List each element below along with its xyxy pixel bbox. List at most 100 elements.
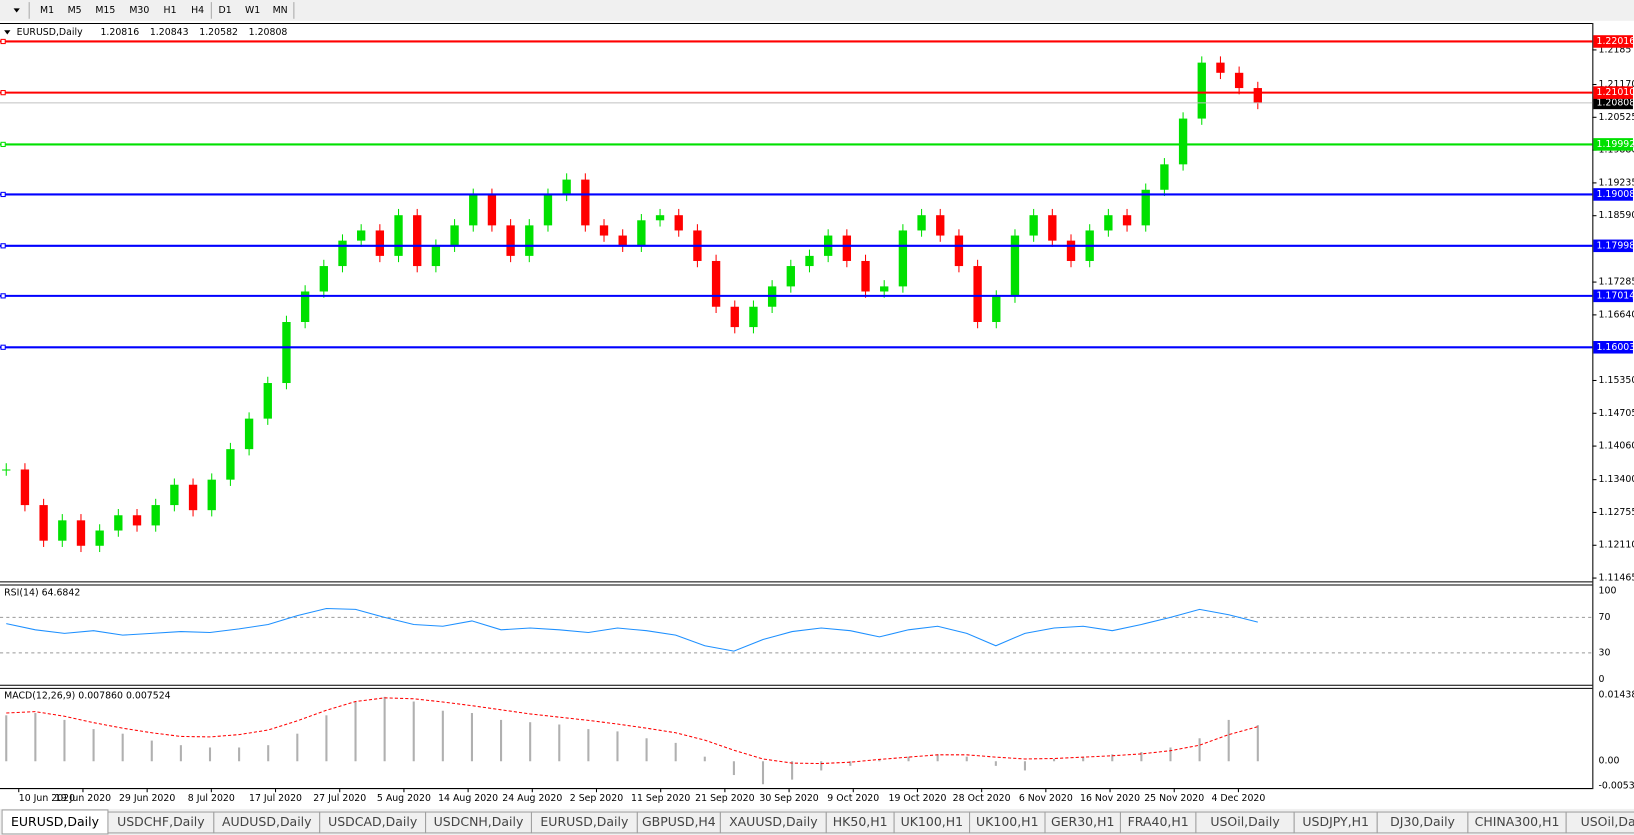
candle — [581, 179, 590, 226]
level-label: 1.17998 — [1596, 240, 1634, 251]
timeframe-button[interactable]: D1 — [219, 5, 232, 16]
candle — [1178, 118, 1188, 165]
chart-window — [0, 20, 1634, 809]
x-tick-label: 19 Oct 2020 — [888, 793, 946, 804]
tab-label[interactable]: EURUSD,Daily — [540, 814, 629, 829]
tab[interactable]: HK50,H1 — [825, 811, 895, 834]
tab-label[interactable]: USOil,Daily — [1210, 814, 1280, 829]
timeframe-button[interactable]: M15 — [95, 5, 115, 16]
timeframe-button[interactable]: M1 — [40, 5, 54, 16]
timeframe-button[interactable]: H4 — [191, 5, 204, 16]
timeframe-button[interactable]: M5 — [68, 5, 82, 16]
tab-label[interactable]: CHINA300,H1 — [1475, 814, 1560, 829]
candle — [431, 245, 441, 267]
level-handle[interactable] — [0, 293, 6, 299]
tab[interactable]: GER30,H1 — [1044, 811, 1121, 834]
candle — [618, 235, 627, 246]
level-handle[interactable] — [0, 38, 6, 45]
timeframe-button[interactable]: M30 — [129, 5, 149, 16]
candle — [76, 520, 86, 546]
y-tick-label: 1.16640 — [1599, 309, 1634, 320]
candle — [207, 479, 216, 511]
collapse-icon[interactable] — [4, 30, 11, 35]
x-tick-label: 9 Oct 2020 — [827, 793, 879, 804]
level-label: 1.19992 — [1596, 139, 1634, 150]
level-label: 1.21010 — [1596, 87, 1634, 98]
x-tick-label: 16 Nov 2020 — [1080, 793, 1140, 804]
candle — [375, 230, 385, 256]
level-handle[interactable] — [0, 141, 6, 148]
timeframe-button[interactable]: W1 — [245, 5, 260, 16]
tab[interactable]: USDCAD,Daily — [319, 811, 427, 834]
candle — [730, 306, 739, 328]
candle — [413, 215, 422, 267]
level-handle[interactable] — [0, 90, 6, 96]
tab[interactable]: USDCNH,Daily — [425, 811, 532, 834]
tab[interactable]: UK100,H1 — [969, 811, 1046, 834]
rsi-tick-label: 70 — [1599, 612, 1611, 623]
tab-label[interactable]: EURUSD,Daily — [11, 814, 100, 829]
y-tick-label: 1.2185 — [1599, 44, 1632, 55]
y-tick-label: 1.13400 — [1599, 474, 1634, 485]
y-tick-label: 1.14060 — [1599, 441, 1634, 452]
candle — [114, 515, 123, 531]
candle — [880, 286, 889, 292]
tab-label[interactable]: USOil,Daily — [1581, 814, 1634, 829]
tab-label[interactable]: USDCAD,Daily — [328, 814, 418, 829]
tab-label[interactable]: XAUUSD,Daily — [729, 814, 818, 829]
candle — [170, 484, 179, 506]
tab-label[interactable]: FRA40,H1 — [1128, 814, 1189, 829]
level-handle[interactable] — [0, 243, 6, 249]
x-tick-label: 10 Jun 2020 — [19, 793, 75, 804]
tab[interactable]: DJ30,Daily — [1376, 811, 1469, 834]
candle — [151, 505, 160, 526]
candle — [861, 260, 870, 292]
tab[interactable]: USDJPY,H1 — [1293, 811, 1378, 834]
candle — [1010, 235, 1020, 297]
tab[interactable]: FRA40,H1 — [1119, 811, 1197, 834]
tab-label[interactable]: UK100,H1 — [976, 814, 1038, 829]
rsi-tick-label: 0 — [1599, 674, 1605, 685]
level-handle[interactable] — [0, 344, 6, 350]
tab[interactable]: EURUSD,Daily — [530, 811, 638, 834]
candle — [992, 296, 1001, 322]
level-handle[interactable] — [0, 191, 6, 198]
current-price-box — [1593, 96, 1633, 110]
candle — [936, 215, 945, 236]
dropdown-icon[interactable] — [13, 8, 20, 13]
tab-label[interactable]: UK100,H1 — [901, 814, 963, 829]
candle — [1197, 62, 1206, 119]
candle — [394, 215, 403, 256]
candle — [954, 235, 964, 267]
tab-label[interactable]: DJ30,Daily — [1390, 814, 1455, 829]
candle — [655, 215, 665, 221]
tab-label[interactable]: GBPUSD,H4 — [642, 814, 716, 829]
timeframe-button[interactable]: MN — [273, 5, 288, 16]
tab[interactable]: USOil,Daily — [1195, 811, 1295, 834]
tab[interactable]: EURUSD,Daily — [1, 809, 109, 835]
tab[interactable]: UK100,H1 — [893, 811, 971, 834]
tab-label[interactable]: HK50,H1 — [833, 814, 888, 829]
x-tick-label: 27 Jul 2020 — [313, 793, 366, 804]
level-label-box — [1593, 239, 1633, 253]
tab[interactable]: GBPUSD,H4 — [636, 811, 721, 834]
candle — [1104, 215, 1113, 231]
tab-label[interactable]: USDCNH,Daily — [434, 814, 524, 829]
tab[interactable]: XAUUSD,Daily — [719, 811, 827, 834]
tab[interactable]: USOil,Daily — [1565, 811, 1634, 834]
y-tick-label: 1.11465 — [1599, 573, 1634, 584]
tab[interactable]: CHINA300,H1 — [1467, 811, 1567, 834]
tab-label[interactable]: AUDUSD,Daily — [222, 814, 312, 829]
tab[interactable]: AUDUSD,Daily — [213, 811, 321, 834]
tab-label[interactable]: USDJPY,H1 — [1302, 814, 1369, 829]
tab[interactable]: USDCHF,Daily — [107, 811, 215, 834]
tab-label[interactable]: USDCHF,Daily — [117, 814, 205, 829]
tab-label[interactable]: GER30,H1 — [1051, 814, 1114, 829]
candle — [487, 194, 497, 226]
timeframe-button[interactable]: H1 — [164, 5, 177, 16]
x-tick-label: 29 Jun 2020 — [119, 793, 175, 804]
candle — [525, 225, 534, 256]
y-tick-label: 1.20525 — [1599, 112, 1634, 123]
